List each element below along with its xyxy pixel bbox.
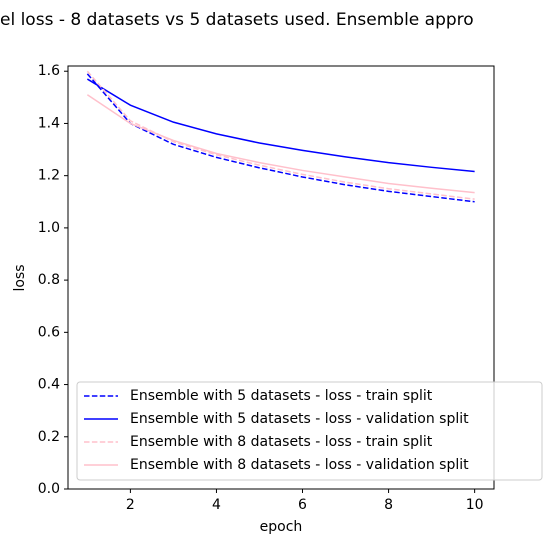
series-line xyxy=(86,94,475,194)
series-line xyxy=(86,78,475,173)
x-tick-label: 8 xyxy=(384,497,393,513)
y-tick-label: 0.0 xyxy=(38,481,60,497)
x-tick-label: 2 xyxy=(126,497,135,513)
chart-title: el loss - 8 datasets vs 5 datasets used.… xyxy=(0,10,474,30)
legend-label: Ensemble with 5 datasets - loss - valida… xyxy=(130,411,469,427)
y-tick-label: 0.2 xyxy=(38,429,60,445)
legend: Ensemble with 5 datasets - loss - train … xyxy=(76,381,543,481)
x-tick-label: 4 xyxy=(212,497,221,513)
legend-label: Ensemble with 8 datasets - loss - valida… xyxy=(130,457,469,473)
series-line xyxy=(86,73,475,203)
legend-box xyxy=(76,381,543,481)
y-tick-label: 0.8 xyxy=(38,272,60,288)
x-tick-label: 6 xyxy=(298,497,307,513)
y-tick-label: 0.6 xyxy=(38,324,60,340)
legend-label: Ensemble with 8 datasets - loss - train … xyxy=(130,434,433,450)
y-tick-label: 0.4 xyxy=(38,377,60,393)
x-tick-label: 10 xyxy=(466,497,484,513)
plot-frame xyxy=(67,65,495,490)
series-line xyxy=(86,70,475,200)
x-axis-label: epoch xyxy=(260,519,303,535)
legend-label: Ensemble with 5 datasets - loss - train … xyxy=(130,388,433,404)
y-tick-label: 1.4 xyxy=(38,115,60,131)
y-tick-label: 1.2 xyxy=(38,168,60,184)
y-tick-label: 1.6 xyxy=(38,63,60,79)
y-tick-label: 1.0 xyxy=(38,220,60,236)
y-axis-label: loss xyxy=(12,264,28,291)
